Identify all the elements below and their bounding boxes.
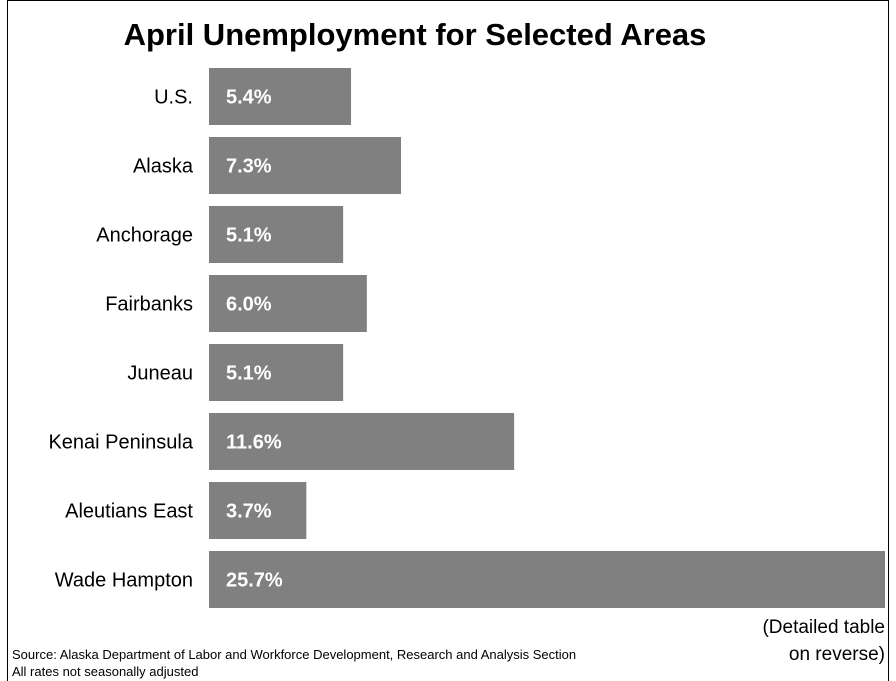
value-label-fairbanks: 6.0%	[226, 294, 272, 316]
category-label-anchorage: Anchorage	[96, 225, 193, 247]
value-label-aleutians-east: 3.7%	[226, 501, 272, 523]
bars-group: U.S. 5.4% Alaska 7.3% Anchorage 5.1% Fairbanks…	[48, 68, 885, 608]
bar-aleutians-east	[209, 482, 307, 539]
category-label-juneau: Juneau	[127, 363, 193, 385]
chart-title: April Unemployment for Selected Areas	[124, 17, 707, 52]
detail-note-line1: (Detailed table	[762, 617, 885, 638]
bar-u-s-	[209, 68, 352, 125]
bar-kenai-peninsula	[209, 413, 515, 470]
value-label-u-s-: 5.4%	[226, 87, 272, 109]
category-label-wade-hampton: Wade Hampton	[55, 570, 193, 592]
value-label-kenai-peninsula: 11.6%	[226, 432, 282, 454]
bar-anchorage	[209, 206, 344, 263]
value-label-juneau: 5.1%	[226, 363, 272, 385]
category-label-alaska: Alaska	[133, 156, 194, 178]
category-label-aleutians-east: Aleutians East	[65, 501, 193, 523]
category-label-kenai-peninsula: Kenai Peninsula	[48, 432, 193, 454]
category-label-fairbanks: Fairbanks	[105, 294, 193, 316]
bar-fairbanks	[209, 275, 367, 332]
bar-juneau	[209, 344, 344, 401]
value-label-wade-hampton: 25.7%	[226, 570, 283, 592]
value-label-alaska: 7.3%	[226, 156, 272, 178]
bar-wade-hampton	[209, 551, 885, 608]
value-label-anchorage: 5.1%	[226, 225, 272, 247]
bar-alaska	[209, 137, 402, 194]
chart-frame	[7, 0, 889, 681]
adjustment-note: All rates not seasonally adjusted	[12, 664, 198, 679]
category-label-u-s-: U.S.	[154, 87, 193, 109]
source-note: Source: Alaska Department of Labor and W…	[12, 647, 576, 662]
detail-note-line2: on reverse)	[789, 644, 885, 665]
